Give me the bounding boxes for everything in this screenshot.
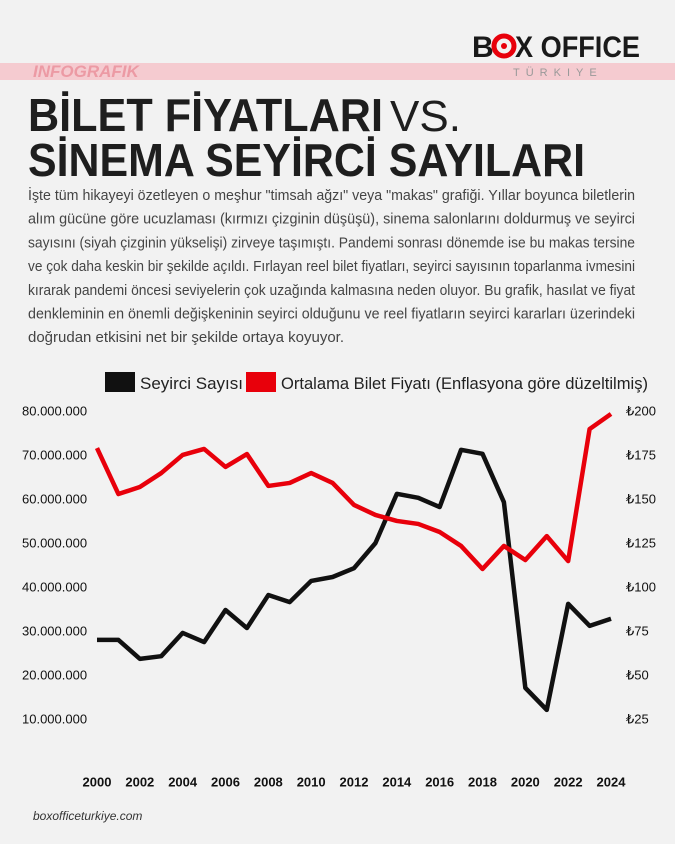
description-line: sayısını (siyah çizginin yükselişi) zirv… [28,234,635,251]
x-tick-label: 2006 [211,774,240,789]
y-tick-label: 10.000.000 [22,711,87,726]
x-tick-label: 2000 [83,774,112,789]
x-tick-label: 2018 [468,774,497,789]
logo-icon-dot [501,43,507,49]
y-tick-label: 80.000.000 [22,403,87,418]
title-line: SİNEMA SEYİRCİ SAYILARI [28,134,585,186]
logo-sub: TÜRKIYE [513,67,603,79]
y-tick-label: 20.000.000 [22,667,87,682]
description-line: İşte tüm hikayeyi özetleyen o meşhur "ti… [28,186,635,204]
x-tick-label: 2022 [554,774,583,789]
x-tick-label: 2024 [597,774,627,789]
x-tick-label: 2008 [254,774,283,789]
title-vs: VS. [390,92,461,141]
series-line [97,447,612,713]
y2-tick-label: ₺125 [626,535,656,550]
legend-swatch [246,372,276,392]
legend-swatch [105,372,135,392]
title-line: BİLET FİYATLARI [28,89,383,141]
y-tick-label: 70.000.000 [22,447,87,462]
description-line: doğrudan etkisini net bir şekilde ortaya… [28,329,344,346]
y2-tick-label: ₺175 [626,447,656,462]
description-line: kırarak pandemi öncesi seviyelerin çok u… [28,282,636,299]
y2-tick-label: ₺200 [626,403,656,418]
logo-b: B [472,31,494,64]
x-tick-label: 2004 [168,774,198,789]
legend-label: Ortalama Bilet Fiyatı (Enflasyona göre d… [281,374,648,393]
tag: INFOGRAFIK [33,62,140,81]
description-line: alım gücüne göre ucuzlaması (kırmızı çiz… [28,211,635,228]
tag-band [0,63,675,80]
x-tick-label: 2010 [297,774,326,789]
x-tick-label: 2016 [425,774,454,789]
y-tick-label: 30.000.000 [22,623,87,638]
logo-text: X OFFICE [515,31,640,64]
y2-tick-label: ₺100 [626,579,656,594]
y-tick-label: 40.000.000 [22,579,87,594]
y2-tick-label: ₺25 [626,711,649,726]
y-tick-label: 60.000.000 [22,491,87,506]
y2-tick-label: ₺75 [626,623,649,638]
x-tick-label: 2020 [511,774,540,789]
description-line: denkleminin en önemli değişkeninin seyir… [28,306,635,323]
logo-icon [491,33,517,59]
series-line [94,412,613,572]
x-tick-label: 2002 [125,774,154,789]
y-tick-label: 50.000.000 [22,535,87,550]
y2-tick-label: ₺50 [626,667,649,682]
y2-tick-label: ₺150 [626,491,656,506]
x-tick-label: 2012 [340,774,369,789]
x-tick-label: 2014 [382,774,412,789]
footer: boxofficeturkiye.com [33,809,142,823]
description: İşte tüm hikayeyi özetleyen o meşhur "ti… [28,186,636,346]
legend-label: Seyirci Sayısı [140,374,243,393]
description-line: ve çok daha keskin bir şekilde açıldı. F… [28,258,635,275]
